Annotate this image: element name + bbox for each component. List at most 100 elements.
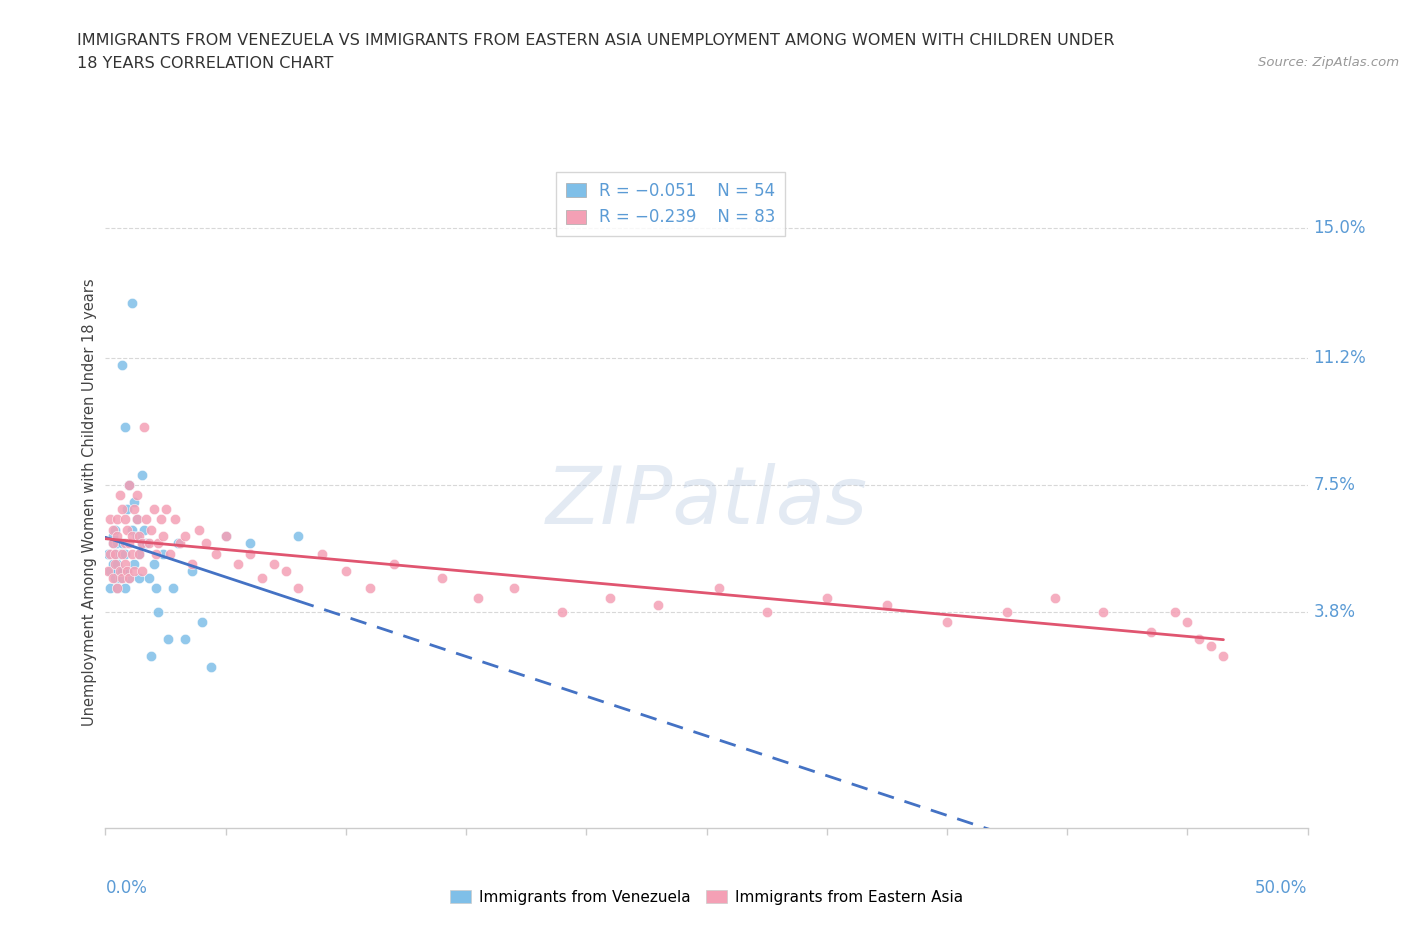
Point [114,419,136,434]
Point [226,556,249,571]
Point [1164,604,1187,619]
Legend: R = −0.051    N = 54, R = −0.239    N = 83: R = −0.051 N = 54, R = −0.239 N = 83 [555,172,786,236]
Point [118,536,141,551]
Point [118,478,141,493]
Point [118,570,141,585]
Point [181,556,204,571]
Point [1212,649,1234,664]
Point [200,659,222,674]
Text: 50.0%: 50.0% [1256,879,1308,897]
Point [876,598,898,613]
Point [467,591,489,605]
Point [107,580,129,595]
Point [132,419,155,434]
Point [155,501,177,516]
Point [173,529,195,544]
Text: 3.8%: 3.8% [1313,603,1355,621]
Point [1175,615,1198,630]
Point [173,631,195,646]
Point [121,529,143,544]
Y-axis label: Unemployment Among Women with Children Under 18 years: Unemployment Among Women with Children U… [82,278,97,726]
Point [165,512,187,526]
Point [118,570,141,585]
Point [936,615,959,630]
Point [98,580,121,595]
Point [169,536,191,551]
Point [647,598,669,613]
Point [139,522,162,537]
Point [1188,631,1211,646]
Point [132,522,155,537]
Point [287,580,309,595]
Point [108,488,131,503]
Point [131,536,153,551]
Point [124,501,146,516]
Point [1201,639,1223,654]
Point [815,591,838,605]
Point [152,529,174,544]
Point [214,529,236,544]
Point [124,495,146,510]
Point [128,570,150,585]
Point [107,564,129,578]
Point [98,546,121,561]
Point [108,570,131,585]
Point [1043,591,1066,605]
Point [114,536,136,551]
Point [156,631,179,646]
Point [115,564,138,578]
Point [430,570,453,585]
Point [162,580,184,595]
Point [108,564,131,578]
Point [125,488,148,503]
Point [104,546,127,561]
Point [108,546,131,561]
Point [135,536,157,551]
Text: 7.5%: 7.5% [1313,476,1355,494]
Point [287,529,309,544]
Point [263,556,285,571]
Point [104,546,127,561]
Point [97,546,120,561]
Point [115,564,138,578]
Point [503,580,526,595]
Point [104,556,127,571]
Point [101,570,124,585]
Point [148,604,170,619]
Point [1092,604,1115,619]
Point [111,570,134,585]
Point [148,536,170,551]
Point [274,564,297,578]
Point [382,556,405,571]
Point [97,564,120,578]
Point [114,512,136,526]
Point [142,501,165,516]
Point [107,556,129,571]
Point [125,529,148,544]
Point [107,580,129,595]
Point [166,536,188,551]
Point [101,536,124,551]
Point [188,522,211,537]
Point [159,546,181,561]
Point [111,501,134,516]
Point [195,536,218,551]
Point [239,536,262,551]
Point [118,478,141,493]
Point [551,604,574,619]
Point [755,604,778,619]
Point [114,556,136,571]
Point [128,546,150,561]
Text: 18 YEARS CORRELATION CHART: 18 YEARS CORRELATION CHART [77,56,333,71]
Text: 15.0%: 15.0% [1313,219,1365,237]
Point [111,358,134,373]
Point [111,564,134,578]
Point [107,529,129,544]
Point [138,536,160,551]
Point [121,296,143,311]
Point [107,512,129,526]
Point [111,546,134,561]
Point [145,546,167,561]
Point [101,536,124,551]
Point [250,570,273,585]
